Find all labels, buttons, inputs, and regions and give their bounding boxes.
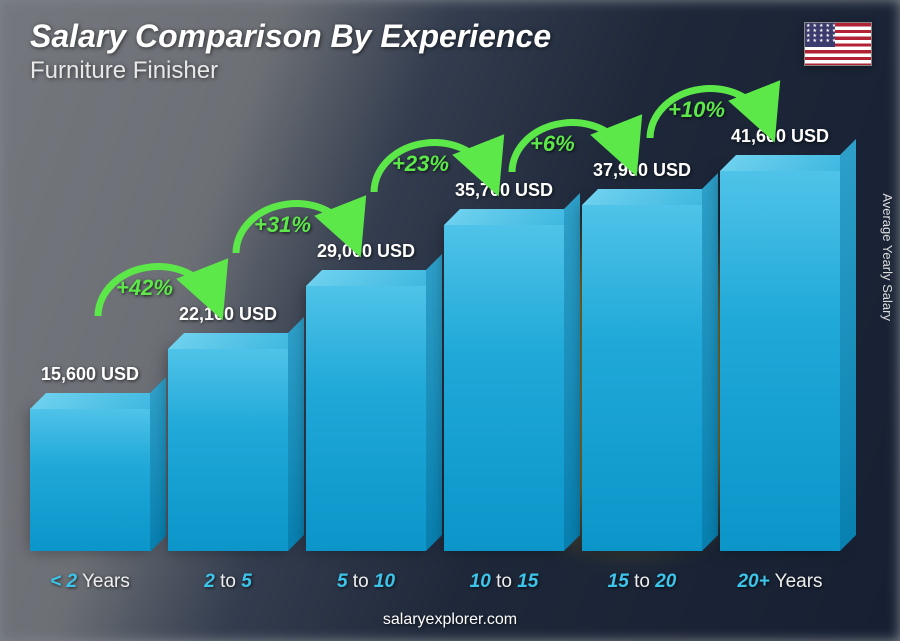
x-axis-label: 10 to 15 — [444, 571, 564, 593]
bar-value-label: 29,000 USD — [317, 241, 415, 262]
footer-attribution: salaryexplorer.com — [0, 611, 900, 629]
delta-label: +23% — [392, 151, 449, 177]
x-axis-label: 2 to 5 — [168, 571, 288, 593]
salary-bar-chart: 15,600 USD 22,100 USD +42% 29,000 USD +31%… — [30, 100, 840, 551]
content-region: Salary Comparison By Experience Furnitur… — [0, 0, 900, 641]
bar — [582, 205, 702, 551]
bar — [30, 409, 150, 552]
bar — [306, 286, 426, 551]
bar-wrap: 37,900 USD +6% — [582, 100, 702, 551]
delta-label: +42% — [116, 275, 173, 301]
bar-wrap: 15,600 USD — [30, 100, 150, 551]
x-axis-labels: < 2 Years 2 to 5 5 to 10 10 to 15 15 to 20 20… — [30, 571, 840, 593]
page-title: Salary Comparison By Experience — [30, 18, 551, 55]
x-axis-label: 5 to 10 — [306, 571, 426, 593]
x-axis-label: 20+ Years — [720, 571, 840, 593]
page-subtitle: Furniture Finisher — [30, 57, 551, 85]
delta-label: +6% — [530, 131, 575, 157]
bar-value-label: 22,100 USD — [179, 304, 277, 325]
x-axis-label: < 2 Years — [30, 571, 150, 593]
bar-wrap: 35,700 USD +23% — [444, 100, 564, 551]
bar — [720, 171, 840, 551]
x-axis-label: 15 to 20 — [582, 571, 702, 593]
bar-wrap: 41,600 USD +10% — [720, 100, 840, 551]
bar-wrap: 22,100 USD +42% — [168, 100, 288, 551]
bar-value-label: 41,600 USD — [731, 126, 829, 147]
bar — [444, 225, 564, 551]
header: Salary Comparison By Experience Furnitur… — [30, 18, 551, 85]
delta-label: +31% — [254, 212, 311, 238]
y-axis-label: Average Yearly Salary — [881, 193, 896, 321]
bar-value-label: 37,900 USD — [593, 160, 691, 181]
bar-value-label: 35,700 USD — [455, 180, 553, 201]
delta-label: +10% — [668, 97, 725, 123]
bar — [168, 349, 288, 551]
country-flag-icon: ★★★★★★★★★★★★★★★★★★★★ — [804, 22, 872, 66]
bar-value-label: 15,600 USD — [41, 364, 139, 385]
